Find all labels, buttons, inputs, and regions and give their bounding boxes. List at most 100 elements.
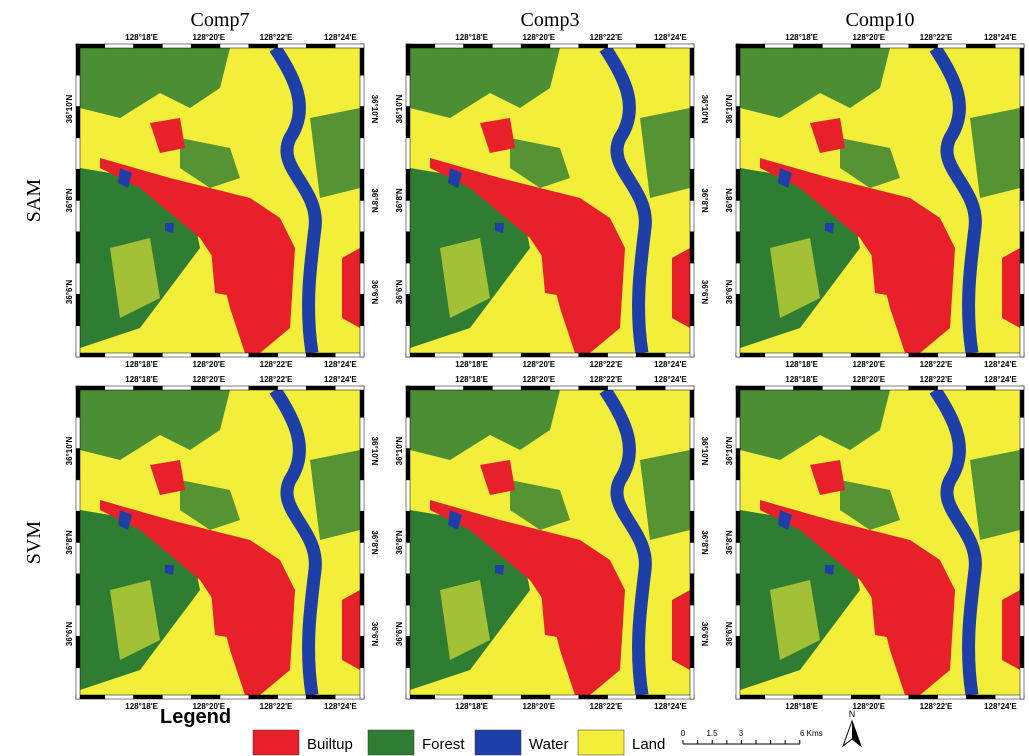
frame — [191, 44, 220, 48]
frame — [736, 449, 740, 480]
frame — [665, 695, 694, 699]
lon-label: 128°24'E — [984, 360, 1017, 369]
frame — [880, 44, 909, 48]
frame — [736, 353, 765, 357]
north-label: N — [849, 709, 856, 719]
frame — [966, 386, 995, 390]
classification-map — [740, 48, 1020, 353]
map-panel: 128°18'E128°18'E128°20'E128°20'E128°22'E… — [395, 375, 709, 711]
frame — [492, 386, 521, 390]
frame — [690, 232, 694, 263]
classification-map — [80, 390, 360, 695]
frame — [765, 44, 794, 48]
frame — [76, 201, 80, 232]
lon-label: 128°22'E — [590, 702, 623, 711]
frame — [579, 386, 608, 390]
frame — [162, 695, 191, 699]
frame — [464, 695, 493, 699]
lon-label: 128°20'E — [522, 360, 555, 369]
lon-label: 128°22'E — [920, 375, 953, 384]
frame — [938, 44, 967, 48]
frame — [690, 75, 694, 106]
lon-label: 128°18'E — [125, 33, 158, 42]
frame — [1020, 574, 1024, 605]
frame — [306, 44, 335, 48]
frame — [1020, 107, 1024, 138]
frame — [608, 353, 637, 357]
lon-label: 128°18'E — [455, 360, 488, 369]
frame — [1020, 201, 1024, 232]
frame — [608, 44, 637, 48]
lat-label: 36°10'N — [725, 94, 734, 123]
frame — [579, 353, 608, 357]
map-panel: 128°18'E128°18'E128°20'E128°20'E128°22'E… — [725, 375, 1029, 711]
frame — [909, 695, 938, 699]
frame — [492, 44, 521, 48]
frame — [550, 44, 579, 48]
lat-label: 36°10'N — [65, 94, 74, 123]
lon-label: 128°18'E — [785, 375, 818, 384]
frame — [249, 44, 278, 48]
frame — [938, 353, 967, 357]
frame — [736, 294, 740, 325]
frame — [105, 44, 134, 48]
lat-label: 36°6'N — [65, 280, 74, 304]
lat-label: 36°8'N — [725, 188, 734, 212]
frame — [435, 695, 464, 699]
frame — [162, 353, 191, 357]
frame — [736, 386, 765, 390]
lon-label: 128°24'E — [984, 375, 1017, 384]
lat-label: 36°10'N — [395, 94, 404, 123]
frame — [435, 44, 464, 48]
frame — [690, 263, 694, 294]
frame — [406, 75, 410, 106]
frame — [76, 263, 80, 294]
frame — [306, 695, 335, 699]
lon-label: 128°20'E — [522, 375, 555, 384]
frame — [360, 386, 364, 417]
frame — [636, 695, 665, 699]
lat-label: 36°8'N — [65, 188, 74, 212]
frame — [851, 353, 880, 357]
map-panel: 128°18'E128°18'E128°20'E128°20'E128°22'E… — [395, 33, 709, 369]
frame — [406, 201, 410, 232]
frame — [736, 326, 740, 357]
lon-label: 128°18'E — [125, 375, 158, 384]
frame — [105, 695, 134, 699]
frame — [360, 44, 364, 75]
lon-label: 128°22'E — [590, 33, 623, 42]
frame — [880, 353, 909, 357]
frame — [690, 417, 694, 448]
frame — [822, 44, 851, 48]
legend-swatch — [368, 730, 414, 755]
lat-label: 36°10'N — [700, 437, 709, 466]
frame — [76, 480, 80, 511]
frame — [736, 263, 740, 294]
scale-label: 6 Kms — [800, 729, 823, 738]
lon-label: 128°22'E — [260, 360, 293, 369]
lon-label: 128°24'E — [654, 375, 687, 384]
frame — [406, 695, 435, 699]
frame — [249, 386, 278, 390]
lon-label: 128°20'E — [192, 375, 225, 384]
row-header: SVM — [23, 521, 45, 565]
frame — [360, 201, 364, 232]
frame — [76, 44, 105, 48]
lon-label: 128°20'E — [852, 702, 885, 711]
frame — [690, 169, 694, 200]
lon-label: 128°22'E — [590, 375, 623, 384]
frame — [134, 695, 163, 699]
frame — [736, 636, 740, 667]
frame — [765, 695, 794, 699]
frame — [1020, 263, 1024, 294]
frame — [360, 263, 364, 294]
frame — [938, 386, 967, 390]
lat-label: 36°8'N — [65, 530, 74, 554]
map-panel: 128°18'E128°18'E128°20'E128°20'E128°22'E… — [725, 33, 1029, 369]
frame — [690, 668, 694, 699]
frame — [794, 353, 823, 357]
lon-label: 128°18'E — [785, 702, 818, 711]
lon-label: 128°22'E — [920, 702, 953, 711]
frame — [406, 417, 410, 448]
frame — [406, 480, 410, 511]
